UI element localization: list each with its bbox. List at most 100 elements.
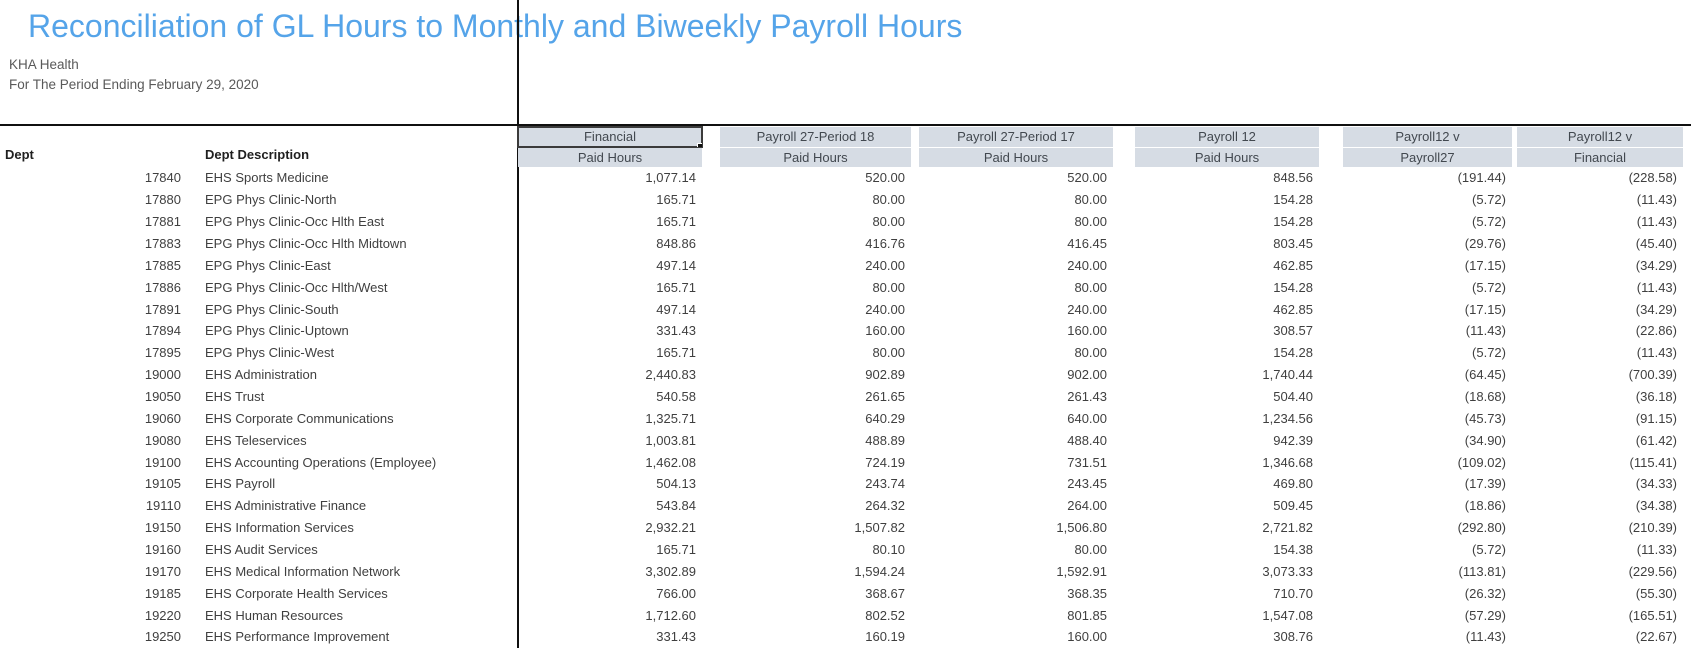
hours-value-cell[interactable]: 1,507.82: [854, 520, 905, 536]
hours-value-cell[interactable]: (91.15): [1635, 410, 1677, 426]
dept-number-cell[interactable]: 19170: [144, 563, 181, 579]
hours-value-cell[interactable]: 240.00: [1067, 301, 1107, 317]
dept-number-cell[interactable]: 17895: [144, 345, 181, 361]
column-header-measure-cell[interactable]: Paid Hours: [919, 148, 1113, 167]
hours-value-cell[interactable]: (61.42): [1635, 432, 1677, 448]
hours-value-cell[interactable]: 731.51: [1067, 454, 1107, 470]
dept-description-cell[interactable]: EHS Medical Information Network: [205, 563, 401, 579]
hours-value-cell[interactable]: (45.40): [1635, 236, 1677, 251]
column-header-group-cell[interactable]: Financial: [517, 126, 703, 148]
hours-value-cell[interactable]: 3,073.33: [1262, 563, 1313, 579]
hours-value-cell[interactable]: (292.80): [1457, 520, 1506, 536]
hours-value-cell[interactable]: (18.86): [1464, 498, 1506, 514]
column-header-measure-cell[interactable]: Payroll27: [1343, 148, 1512, 167]
hours-value-cell[interactable]: 160.00: [1067, 629, 1107, 645]
hours-value-cell[interactable]: 80.00: [1074, 542, 1107, 558]
hours-value-cell[interactable]: 165.71: [656, 214, 696, 230]
hours-value-cell[interactable]: (34.90): [1464, 432, 1506, 448]
hours-value-cell[interactable]: 540.58: [656, 389, 696, 405]
dept-description-cell[interactable]: EPG Phys Clinic-Occ Hlth East: [205, 214, 385, 230]
hours-value-cell[interactable]: 848.56: [1273, 170, 1313, 186]
dept-number-cell[interactable]: 17894: [144, 323, 181, 339]
hours-value-cell[interactable]: 165.71: [656, 279, 696, 295]
column-header-group-cell[interactable]: Payroll 27-Period 17: [919, 127, 1113, 147]
hours-value-cell[interactable]: (11.43): [1636, 345, 1677, 361]
hours-value-cell[interactable]: 80.00: [872, 214, 905, 230]
hours-value-cell[interactable]: 165.71: [656, 542, 696, 558]
dept-number-cell[interactable]: 19250: [144, 629, 181, 645]
hours-value-cell[interactable]: 80.00: [872, 192, 905, 208]
hours-value-cell[interactable]: (113.81): [1458, 563, 1506, 579]
hours-value-cell[interactable]: 509.45: [1273, 498, 1313, 514]
hours-value-cell[interactable]: (17.39): [1464, 476, 1506, 492]
dept-number-cell[interactable]: 19150: [144, 520, 181, 536]
dept-description-cell[interactable]: EHS Accounting Operations (Employee): [205, 454, 437, 470]
hours-value-cell[interactable]: (26.32): [1464, 585, 1506, 601]
hours-value-cell[interactable]: 462.85: [1273, 301, 1313, 317]
column-header-measure-cell[interactable]: Financial: [1517, 148, 1683, 167]
hours-value-cell[interactable]: 724.19: [865, 454, 905, 470]
hours-value-cell[interactable]: 80.00: [1074, 279, 1107, 295]
hours-value-cell[interactable]: (29.76): [1464, 236, 1506, 251]
hours-value-cell[interactable]: 1,346.68: [1262, 454, 1313, 470]
dept-description-cell[interactable]: EHS Audit Services: [205, 542, 318, 558]
hours-value-cell[interactable]: (45.73): [1464, 410, 1506, 426]
dept-description-cell[interactable]: EPG Phys Clinic-East: [205, 257, 331, 273]
hours-value-cell[interactable]: (34.38): [1635, 498, 1677, 514]
hours-value-cell[interactable]: 543.84: [656, 498, 696, 514]
dept-number-cell[interactable]: 17883: [144, 236, 181, 251]
hours-value-cell[interactable]: 1,462.08: [645, 454, 696, 470]
hours-value-cell[interactable]: (57.29): [1464, 607, 1506, 623]
dept-description-cell[interactable]: EHS Administration: [205, 367, 317, 383]
hours-value-cell[interactable]: 165.71: [656, 192, 696, 208]
hours-value-cell[interactable]: (229.56): [1628, 563, 1677, 579]
hours-value-cell[interactable]: 160.19: [865, 629, 905, 645]
hours-value-cell[interactable]: (11.43): [1636, 192, 1677, 208]
dept-description-cell[interactable]: EHS Information Services: [205, 520, 354, 536]
hours-value-cell[interactable]: 520.00: [1067, 170, 1107, 186]
hours-value-cell[interactable]: (34.29): [1635, 301, 1677, 317]
column-header-measure-cell[interactable]: Paid Hours: [518, 148, 702, 167]
hours-value-cell[interactable]: (11.43): [1465, 323, 1506, 339]
hours-value-cell[interactable]: 1,712.60: [645, 607, 696, 623]
dept-description-column-header[interactable]: Dept Description: [205, 147, 310, 162]
hours-value-cell[interactable]: 2,440.83: [645, 367, 696, 383]
hours-value-cell[interactable]: 308.57: [1273, 323, 1313, 339]
hours-value-cell[interactable]: 261.65: [865, 389, 905, 405]
hours-value-cell[interactable]: 902.00: [1067, 367, 1107, 383]
hours-value-cell[interactable]: 165.71: [656, 345, 696, 361]
hours-value-cell[interactable]: (36.18): [1635, 389, 1677, 405]
hours-value-cell[interactable]: 504.13: [656, 476, 696, 492]
hours-value-cell[interactable]: 80.10: [872, 542, 905, 558]
dept-description-cell[interactable]: EHS Trust: [205, 389, 265, 405]
hours-value-cell[interactable]: 1,003.81: [645, 432, 696, 448]
hours-value-cell[interactable]: 243.74: [865, 476, 905, 492]
hours-value-cell[interactable]: (5.72): [1472, 214, 1506, 230]
hours-value-cell[interactable]: 80.00: [872, 279, 905, 295]
hours-value-cell[interactable]: 154.38: [1273, 542, 1313, 558]
dept-description-cell[interactable]: EHS Human Resources: [205, 607, 343, 623]
column-header-measure-cell[interactable]: Paid Hours: [1135, 148, 1319, 167]
dept-number-cell[interactable]: 19050: [144, 389, 181, 405]
hours-value-cell[interactable]: 80.00: [872, 345, 905, 361]
hours-value-cell[interactable]: 1,325.71: [645, 410, 696, 426]
hours-value-cell[interactable]: (228.58): [1628, 170, 1677, 186]
hours-value-cell[interactable]: 1,740.44: [1262, 367, 1313, 383]
hours-value-cell[interactable]: 488.89: [865, 432, 905, 448]
hours-value-cell[interactable]: 240.00: [865, 301, 905, 317]
hours-value-cell[interactable]: (17.15): [1464, 257, 1506, 273]
hours-value-cell[interactable]: (5.72): [1472, 192, 1506, 208]
hours-value-cell[interactable]: 261.43: [1067, 389, 1107, 405]
hours-value-cell[interactable]: 1,594.24: [854, 563, 905, 579]
dept-number-cell[interactable]: 17881: [144, 214, 181, 230]
dept-number-cell[interactable]: 17880: [144, 192, 181, 208]
hours-value-cell[interactable]: (22.86): [1635, 323, 1677, 339]
hours-value-cell[interactable]: 766.00: [656, 585, 696, 601]
hours-value-cell[interactable]: 462.85: [1273, 257, 1313, 273]
hours-value-cell[interactable]: 154.28: [1273, 279, 1313, 295]
hours-value-cell[interactable]: (109.02): [1457, 454, 1506, 470]
hours-value-cell[interactable]: 308.76: [1273, 629, 1313, 645]
hours-value-cell[interactable]: 154.28: [1273, 345, 1313, 361]
hours-value-cell[interactable]: 80.00: [1074, 192, 1107, 208]
hours-value-cell[interactable]: (18.68): [1464, 389, 1506, 405]
